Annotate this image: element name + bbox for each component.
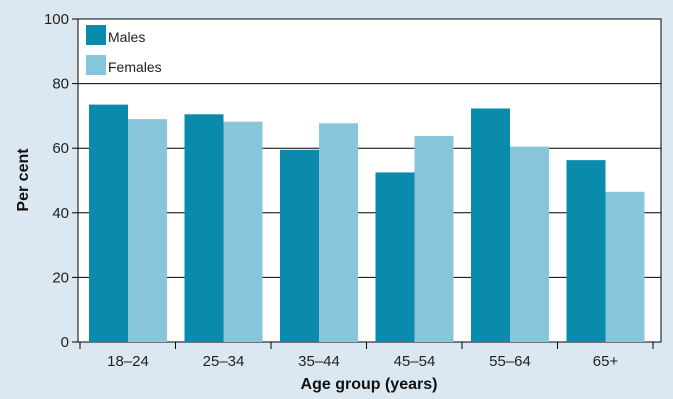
y-tick-label: 0 [61, 334, 69, 351]
bar-females-1 [128, 119, 167, 342]
gridlines [78, 83, 661, 278]
y-tick-label: 80 [52, 76, 69, 93]
bars [89, 104, 645, 343]
x-axis-title: Age group (years) [301, 376, 438, 393]
x-tick-label: 35–44 [298, 353, 340, 370]
bar-females-3 [319, 123, 358, 342]
bar-females-2 [223, 121, 263, 343]
bar-females-5 [510, 146, 549, 342]
legend-swatch-females [86, 55, 106, 75]
bar-males-5 [471, 108, 510, 342]
bar-females-4 [414, 135, 454, 342]
y-axis-title: Per cent [15, 148, 32, 212]
bar-males-1 [89, 104, 128, 342]
x-axis: 18–24 25–34 35–44 45–54 55–64 65+ [79, 342, 654, 370]
bar-males-2 [184, 114, 224, 342]
bar-males-6 [566, 160, 606, 342]
bar-males-3 [280, 149, 319, 342]
legend: Males Females [86, 25, 162, 75]
y-tick-label: 40 [52, 205, 69, 222]
y-tick-label: 60 [52, 140, 69, 157]
x-tick-label: 25–34 [203, 353, 245, 370]
x-tick-label: 65+ [593, 353, 619, 370]
y-axis: 0 20 40 60 80 100 [44, 11, 78, 351]
bar-females-6 [605, 191, 645, 342]
plot-area [77, 18, 662, 343]
legend-swatch-males [86, 25, 106, 45]
legend-label-males: Males [108, 29, 145, 45]
x-tick-label: 45–54 [394, 353, 436, 370]
y-tick-label: 20 [52, 269, 69, 286]
y-tick-label: 100 [44, 11, 69, 28]
x-tick-label: 55–64 [489, 353, 531, 370]
x-tick-label: 18–24 [107, 353, 149, 370]
legend-label-females: Females [108, 59, 162, 75]
bar-males-4 [375, 172, 415, 342]
